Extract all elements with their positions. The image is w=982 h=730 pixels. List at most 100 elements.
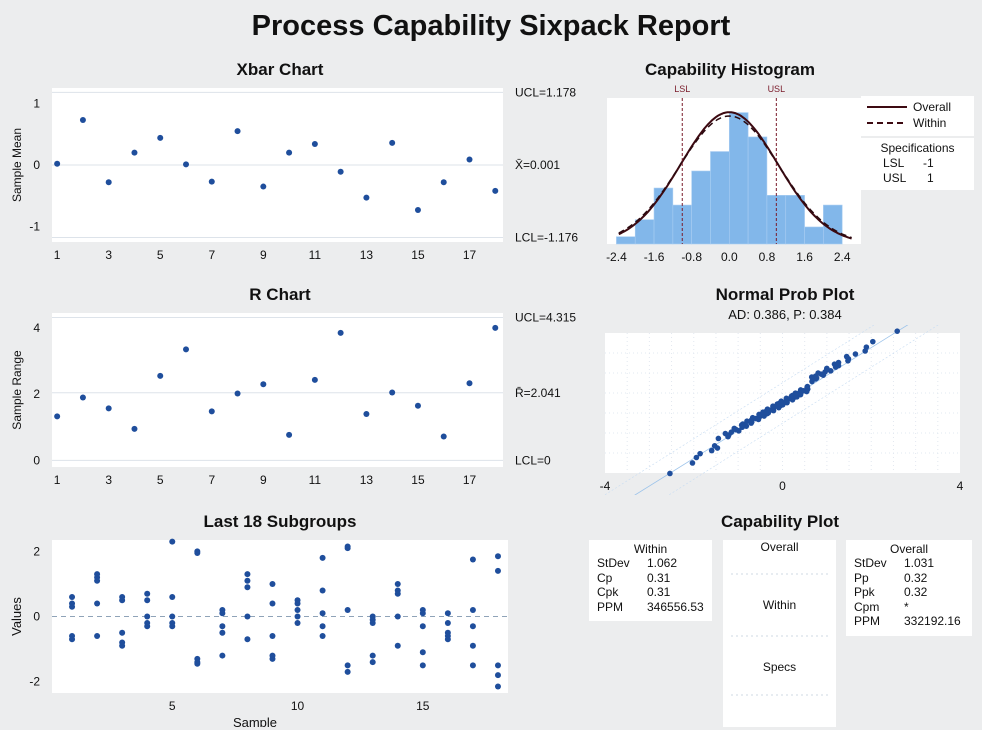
- capability-plot-lines: [731, 573, 828, 696]
- usl-label: USL: [883, 171, 907, 185]
- data-point: [344, 545, 351, 552]
- stats-key: PPM: [597, 599, 624, 614]
- stats-value: 1.031: [904, 556, 935, 570]
- data-point: [369, 652, 376, 659]
- overall-plot-label: Overall: [760, 540, 799, 554]
- data-point: [119, 642, 126, 649]
- x-tick-label: 7: [208, 473, 215, 487]
- capability-plot-title: Capability Plot: [720, 512, 840, 531]
- prob-plot-subtitle: AD: 0.386, P: 0.384: [728, 307, 842, 322]
- x-tick-label: -1.6: [644, 250, 665, 264]
- overall-stats-table: Overall StDev 1.031 Pp 0.32 Ppk 0.32 Cpm * PPM 33…: [846, 540, 972, 636]
- x-tick-label: 15: [416, 699, 430, 713]
- specs-plot-label: Specs: [762, 660, 797, 674]
- x-tick-label: 0: [779, 479, 786, 493]
- histogram-bar: [691, 170, 711, 245]
- data-point: [469, 556, 476, 563]
- data-point: [244, 571, 251, 578]
- x-tick-label: 0.0: [721, 250, 738, 264]
- within-stats-table: Within StDev 1.062 Cp 0.31 Cpk 0.31 PPM 346556.…: [589, 540, 712, 621]
- data-point: [244, 584, 251, 591]
- data-point: [244, 636, 251, 643]
- data-point: [54, 160, 61, 167]
- x-tick-label: 5: [157, 248, 164, 262]
- x-tick-label: 5: [157, 473, 164, 487]
- data-point: [444, 610, 451, 617]
- data-point: [208, 178, 215, 185]
- data-point: [419, 662, 426, 669]
- capability-histogram: LSL USL -2.4 -1.6 -0.8 0.0 0.8 1.6 2.4: [606, 84, 861, 264]
- histogram-bar: [634, 219, 655, 245]
- reference-label: LCL=-1.176: [515, 230, 578, 244]
- histogram-bar: [747, 136, 768, 245]
- data-point: [294, 600, 301, 607]
- stats-value: *: [904, 599, 909, 614]
- data-point: [708, 447, 715, 454]
- data-point: [894, 328, 901, 334]
- data-point: [269, 600, 276, 607]
- data-point: [419, 649, 426, 656]
- data-point: [234, 128, 241, 135]
- data-point: [54, 413, 61, 420]
- data-point: [389, 389, 396, 396]
- histogram-title: Capability Histogram: [644, 60, 816, 79]
- lsl-value: -1: [923, 156, 934, 170]
- data-point: [731, 425, 738, 432]
- data-point: [689, 460, 696, 466]
- data-point: [119, 597, 126, 604]
- data-point: [105, 179, 112, 186]
- data-point: [394, 642, 401, 649]
- data-point: [69, 603, 76, 610]
- ci-line: [668, 325, 939, 495]
- data-point: [363, 194, 370, 201]
- histogram-bar: [804, 226, 824, 245]
- data-point: [105, 405, 112, 412]
- data-point: [294, 606, 301, 613]
- data-point: [494, 683, 501, 690]
- data-point: [131, 425, 138, 432]
- data-point: [778, 398, 785, 405]
- data-point: [319, 554, 326, 561]
- data-point: [169, 623, 176, 630]
- data-point: [69, 636, 76, 643]
- x-tick-label: 11: [309, 248, 322, 262]
- reference-label: R̄=2.041: [515, 386, 561, 400]
- x-tick-label: 7: [208, 248, 215, 262]
- data-point: [440, 179, 447, 186]
- x-tick-label: 3: [105, 473, 112, 487]
- histogram-bar: [785, 195, 805, 245]
- data-point: [183, 346, 190, 353]
- data-point: [157, 372, 164, 379]
- legend-overall-label: Overall: [913, 100, 952, 114]
- y-tick-label: -2: [29, 675, 40, 689]
- y-tick-label: 0: [33, 453, 40, 467]
- data-point: [94, 600, 101, 607]
- stats-row: StDev 1.062: [589, 556, 712, 571]
- stats-key: Cpk: [597, 585, 619, 599]
- x-tick-label: 17: [463, 473, 477, 487]
- y-tick-label: 4: [33, 321, 40, 335]
- y-tick-label: 1: [33, 96, 40, 110]
- data-point: [419, 610, 426, 617]
- data-point: [169, 593, 176, 600]
- y-axis-label: Values: [9, 597, 24, 636]
- x-tick-label: 13: [360, 248, 374, 262]
- stats-value: 0.31: [647, 585, 671, 599]
- y-tick-label: 2: [33, 544, 40, 558]
- curve-legend-lines: [867, 106, 907, 124]
- data-point: [835, 359, 842, 366]
- x-tick-label: -0.8: [681, 250, 702, 264]
- data-point: [311, 141, 318, 148]
- data-point: [824, 365, 830, 372]
- data-point: [444, 636, 451, 643]
- data-point: [792, 390, 799, 396]
- x-tick-label: 3: [105, 248, 112, 262]
- data-point: [739, 421, 746, 427]
- data-point: [363, 411, 370, 418]
- data-point: [244, 577, 251, 584]
- stats-row: Cpk 0.31: [589, 585, 712, 600]
- x-tick-label: 17: [463, 248, 477, 262]
- overall-curve: [618, 111, 852, 240]
